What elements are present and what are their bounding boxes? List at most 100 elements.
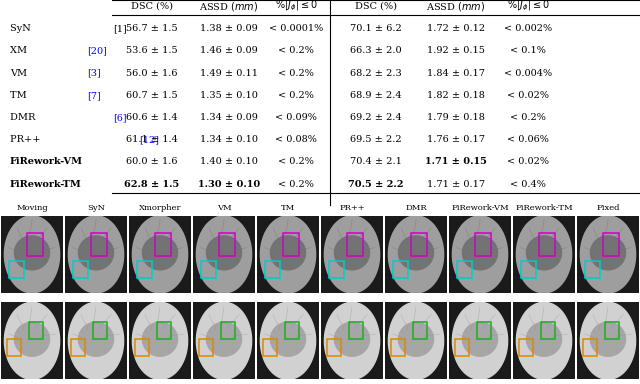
Text: < 0.08%: < 0.08% (275, 135, 317, 144)
Polygon shape (463, 236, 497, 270)
Text: DMR: DMR (405, 204, 427, 212)
Text: TM: TM (10, 91, 29, 100)
Bar (74, 261, 88, 278)
Polygon shape (399, 322, 433, 356)
Polygon shape (196, 302, 252, 379)
Bar (135, 339, 148, 356)
Polygon shape (15, 236, 49, 270)
Text: 1.84 ± 0.17: 1.84 ± 0.17 (427, 69, 485, 78)
Polygon shape (4, 302, 60, 379)
Bar (347, 233, 364, 256)
Bar (455, 339, 468, 356)
Polygon shape (335, 236, 369, 270)
Polygon shape (207, 322, 241, 356)
Bar (603, 233, 620, 256)
Text: 61.1 ± 1.4: 61.1 ± 1.4 (126, 135, 178, 144)
Bar (283, 233, 300, 256)
Text: 69.5 ± 2.2: 69.5 ± 2.2 (350, 135, 402, 144)
Text: VM: VM (10, 69, 30, 78)
Text: < 0.004%: < 0.004% (504, 69, 552, 78)
Text: PR++: PR++ (10, 135, 44, 144)
Bar (219, 233, 236, 256)
Bar (458, 261, 472, 278)
Text: 60.0 ± 1.6: 60.0 ± 1.6 (126, 157, 178, 166)
Bar (583, 339, 596, 356)
Text: 66.3 ± 2.0: 66.3 ± 2.0 (350, 46, 402, 55)
Polygon shape (452, 302, 508, 379)
Polygon shape (580, 302, 636, 379)
Text: 68.9 ± 2.4: 68.9 ± 2.4 (350, 91, 402, 100)
Text: 1.72 ± 0.12: 1.72 ± 0.12 (427, 24, 485, 33)
Text: FiRework-VM: FiRework-VM (451, 204, 509, 212)
Polygon shape (527, 236, 561, 270)
Bar (605, 322, 620, 339)
Text: FiRework-TM: FiRework-TM (10, 180, 81, 189)
Text: < 0.06%: < 0.06% (507, 135, 549, 144)
Bar (10, 261, 24, 278)
Text: [20]: [20] (88, 46, 108, 55)
Polygon shape (399, 236, 433, 270)
Text: < 0.2%: < 0.2% (510, 113, 546, 122)
Bar (394, 261, 408, 278)
Text: 1.34 ± 0.09: 1.34 ± 0.09 (200, 113, 258, 122)
Text: Fixed: Fixed (596, 204, 620, 212)
Bar (157, 322, 172, 339)
Polygon shape (68, 302, 124, 379)
Text: TM: TM (281, 204, 295, 212)
Bar (349, 322, 364, 339)
Bar (91, 233, 108, 256)
Polygon shape (516, 216, 572, 293)
Bar (519, 339, 532, 356)
Text: 1.40 ± 0.10: 1.40 ± 0.10 (200, 157, 258, 166)
Bar (330, 261, 344, 278)
Bar (475, 233, 492, 256)
Text: DSC (%): DSC (%) (355, 2, 397, 11)
Bar (199, 339, 212, 356)
Text: 70.1 ± 6.2: 70.1 ± 6.2 (350, 24, 402, 33)
Text: 53.6 ± 1.5: 53.6 ± 1.5 (126, 46, 178, 55)
Bar (539, 233, 556, 256)
Text: < 0.0001%: < 0.0001% (269, 24, 323, 33)
Text: 1.92 ± 0.15: 1.92 ± 0.15 (427, 46, 485, 55)
Text: FiRework-TM: FiRework-TM (515, 204, 573, 212)
Text: [7]: [7] (88, 91, 101, 100)
Bar (391, 339, 404, 356)
Polygon shape (388, 216, 444, 293)
Polygon shape (516, 302, 572, 379)
Text: Moving: Moving (16, 204, 48, 212)
Polygon shape (68, 216, 124, 293)
Text: ASSD $(mm)$: ASSD $(mm)$ (199, 0, 259, 13)
Text: 68.2 ± 2.3: 68.2 ± 2.3 (350, 69, 402, 78)
Bar (541, 322, 556, 339)
Text: 70.4 ± 2.1: 70.4 ± 2.1 (350, 157, 402, 166)
Text: < 0.002%: < 0.002% (504, 24, 552, 33)
Text: 1.46 ± 0.09: 1.46 ± 0.09 (200, 46, 258, 55)
Polygon shape (580, 216, 636, 293)
Polygon shape (207, 236, 241, 270)
Text: < 0.02%: < 0.02% (507, 91, 549, 100)
Text: [12]: [12] (140, 135, 159, 144)
Bar (586, 261, 600, 278)
Text: 70.5 ± 2.2: 70.5 ± 2.2 (348, 180, 404, 189)
Bar (93, 322, 108, 339)
Polygon shape (271, 322, 305, 356)
Text: Xmorpher: Xmorpher (139, 204, 181, 212)
Bar (327, 339, 340, 356)
Text: < 0.2%: < 0.2% (278, 91, 314, 100)
Text: XM: XM (10, 46, 30, 55)
Polygon shape (388, 302, 444, 379)
Text: [1]: [1] (113, 24, 127, 33)
Bar (7, 339, 20, 356)
Text: < 0.02%: < 0.02% (507, 157, 549, 166)
Text: 60.7 ± 1.5: 60.7 ± 1.5 (126, 91, 178, 100)
Polygon shape (335, 322, 369, 356)
Text: [6]: [6] (113, 113, 127, 122)
Bar (27, 233, 44, 256)
Text: PR++: PR++ (339, 204, 365, 212)
Text: < 0.2%: < 0.2% (278, 46, 314, 55)
Polygon shape (143, 236, 177, 270)
Polygon shape (452, 216, 508, 293)
Text: ASSD $(mm)$: ASSD $(mm)$ (426, 0, 486, 13)
Text: 62.8 ± 1.5: 62.8 ± 1.5 (124, 180, 180, 189)
Text: SyN: SyN (87, 204, 105, 212)
